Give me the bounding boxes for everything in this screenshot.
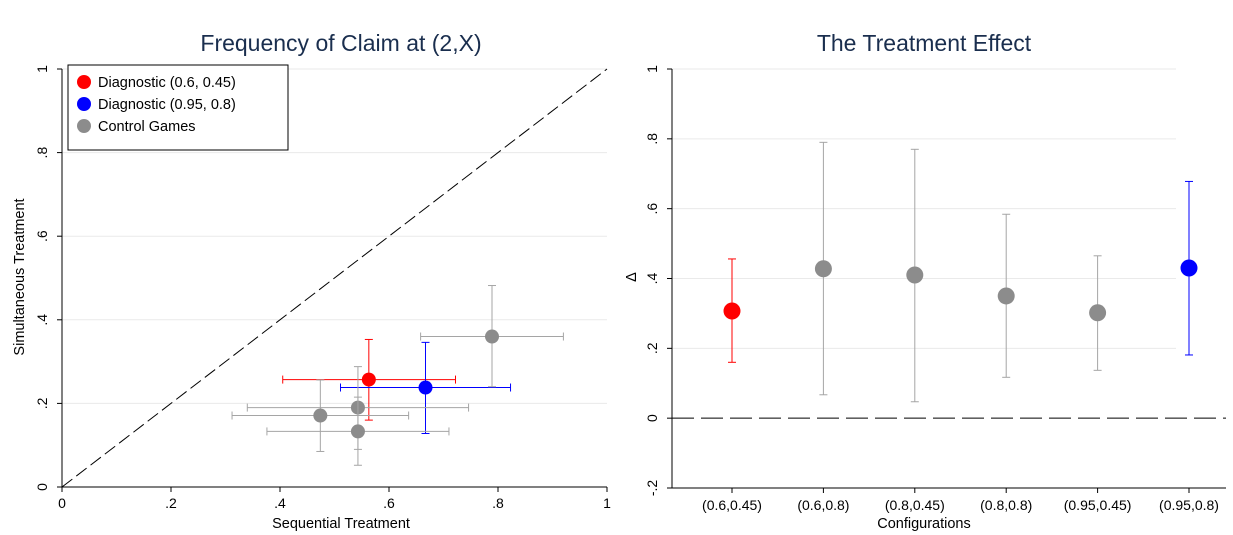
right-y-axis-title: Δ (624, 272, 640, 282)
left-x-tick-label: .8 (492, 495, 504, 511)
right-y-tick-label: 0 (644, 414, 660, 422)
right-y-tick-label: .6 (644, 203, 660, 215)
legend-label: Diagnostic (0.95, 0.8) (98, 97, 236, 113)
effect-point (723, 302, 741, 320)
category-label: (0.6,0.8) (797, 497, 849, 513)
left-x-tick-label: .2 (165, 495, 177, 511)
right-chart-title: The Treatment Effect (817, 30, 1032, 56)
effect-point (814, 260, 832, 278)
data-point (350, 424, 365, 439)
right-y-tick-label: 1 (644, 65, 660, 73)
category-label: (0.6,0.45) (702, 497, 762, 513)
category-label: (0.8,0.8) (980, 497, 1032, 513)
data-point (485, 329, 500, 344)
left-y-tick-label: .4 (34, 314, 50, 326)
left-y-tick-label: 1 (34, 65, 50, 73)
left-x-tick-label: .4 (274, 495, 286, 511)
left-x-tick-label: .6 (383, 495, 395, 511)
left-x-tick-label: 0 (58, 495, 66, 511)
data-point (313, 408, 328, 423)
left-chart: Frequency of Claim at (2,X) Sequential T… (12, 30, 611, 532)
right-y-tick-label: .4 (644, 272, 660, 284)
left-y-tick-label: .6 (34, 230, 50, 242)
category-label: (0.95,0.8) (1159, 497, 1219, 513)
right-y-tick-label: .2 (644, 342, 660, 354)
data-point (361, 372, 376, 387)
left-chart-title: Frequency of Claim at (2,X) (200, 30, 481, 56)
right-chart: The Treatment Effect Configurations Δ -.… (624, 30, 1226, 532)
right-gridlines (672, 68, 1176, 349)
legend-marker (77, 97, 91, 111)
legend-marker (77, 75, 91, 89)
legend-label: Control Games (98, 119, 196, 135)
left-x-axis-title: Sequential Treatment (272, 516, 410, 532)
left-y-axis-title: Simultaneous Treatment (12, 198, 28, 355)
left-x-tick-label: 1 (603, 495, 611, 511)
category-label: (0.95,0.45) (1064, 497, 1132, 513)
right-plot-marks (672, 141, 1226, 419)
data-point (418, 380, 433, 395)
left-legend: Diagnostic (0.6, 0.45) Diagnostic (0.95, … (67, 64, 289, 151)
diagonal-reference-line (61, 68, 608, 488)
category-label: (0.8,0.45) (885, 497, 945, 513)
left-plot-marks (61, 68, 608, 488)
legend-marker (77, 119, 91, 133)
effect-point (906, 266, 924, 284)
left-y-tick-label: .8 (34, 147, 50, 159)
left-y-tick-label: 0 (34, 483, 50, 491)
legend-label: Diagnostic (0.6, 0.45) (98, 75, 236, 91)
left-y-tick-label: .2 (34, 397, 50, 409)
effect-point (1180, 259, 1198, 277)
right-y-tick-label: -.2 (644, 480, 660, 497)
left-axes: 0 .2 .4 .6 .8 1 0 .2 .4 .6 .8 1 (34, 65, 611, 511)
right-axes: -.2 0 .2 .4 .6 .8 1 (0.6,0.45) (0.6,0.8) (0.8,0.4… (644, 65, 1226, 513)
effect-point (997, 287, 1015, 305)
right-y-tick-label: .8 (644, 133, 660, 145)
effect-point (1089, 304, 1107, 322)
right-x-axis-title: Configurations (877, 516, 971, 532)
legend-box (67, 64, 289, 151)
